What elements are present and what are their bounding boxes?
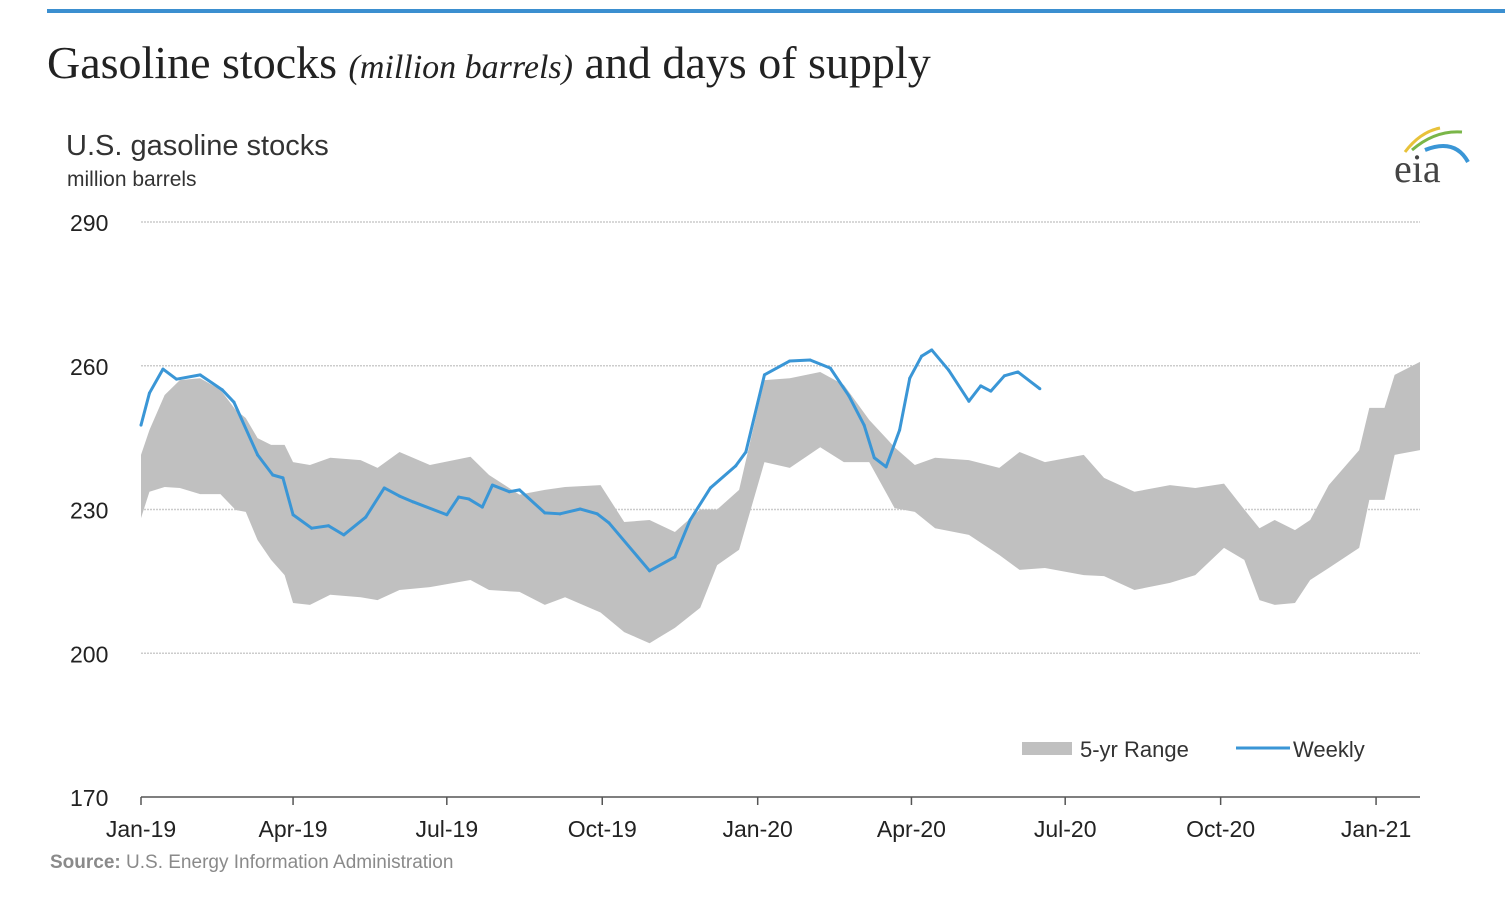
weekly-point — [947, 368, 951, 372]
x-tick-label: Oct-19 — [568, 816, 637, 842]
legend-swatch-range — [1022, 742, 1072, 755]
legend-label-range: 5-yr Range — [1080, 737, 1189, 762]
weekly-point — [310, 526, 314, 530]
weekly-point — [898, 428, 902, 432]
weekly-point — [480, 505, 484, 509]
x-tick-label: Oct-20 — [1186, 816, 1255, 842]
weekly-point — [688, 518, 692, 522]
weekly-point — [920, 354, 924, 358]
chart-title: U.S. gasoline stocks — [66, 130, 329, 162]
legend: 5-yr Range Weekly — [1022, 737, 1365, 762]
weekly-point — [734, 464, 738, 468]
weekly-point — [1016, 370, 1020, 374]
weekly-point — [507, 490, 511, 494]
weekly-point — [1002, 374, 1006, 378]
x-tick-label: Jan-21 — [1341, 816, 1411, 842]
weekly-point — [762, 373, 766, 377]
source-text: U.S. Energy Information Administration — [126, 852, 454, 873]
source-note: Source: U.S. Energy Information Administ… — [50, 852, 453, 874]
weekly-point — [271, 473, 275, 477]
weekly-point — [327, 524, 331, 528]
weekly-point — [161, 367, 165, 371]
title-rest: and days of supply — [584, 37, 931, 88]
weekly-point — [342, 533, 346, 537]
weekly-point — [847, 394, 851, 398]
x-tick-label: Jan-19 — [106, 816, 176, 842]
weekly-point — [382, 486, 386, 490]
weekly-point — [558, 512, 562, 516]
title-main: Gasoline stocks — [47, 37, 338, 88]
eia-logo-text: eia — [1394, 146, 1441, 191]
weekly-point — [139, 423, 143, 427]
weekly-point — [788, 359, 792, 363]
weekly-point — [281, 476, 285, 480]
chart-subtitle: million barrels — [67, 168, 197, 191]
y-tick-label: 290 — [70, 210, 108, 236]
weekly-point — [220, 388, 224, 392]
weekly-point — [517, 488, 521, 492]
x-tick-label: Jul-19 — [415, 816, 478, 842]
source-label: Source: — [50, 852, 121, 873]
eia-logo: eia — [1394, 126, 1470, 191]
weekly-point — [467, 497, 471, 501]
weekly-point — [364, 515, 368, 519]
y-tick-label: 260 — [70, 354, 108, 380]
weekly-point — [232, 400, 236, 404]
weekly-point — [744, 450, 748, 454]
weekly-point — [967, 399, 971, 403]
weekly-point — [595, 512, 599, 516]
weekly-point — [291, 513, 295, 517]
x-tick-label: Apr-20 — [877, 816, 946, 842]
x-tick-label: Apr-19 — [259, 816, 328, 842]
weekly-point — [989, 389, 993, 393]
page-title: Gasoline stocks (million barrels) and da… — [47, 36, 931, 89]
weekly-point — [578, 507, 582, 511]
weekly-point — [872, 456, 876, 460]
y-tick-label: 230 — [70, 498, 108, 524]
y-tick-label: 170 — [70, 785, 108, 811]
weekly-point — [398, 494, 402, 498]
x-tick-label: Jul-20 — [1034, 816, 1097, 842]
weekly-point — [648, 569, 652, 573]
weekly-point — [979, 384, 983, 388]
weekly-point — [1038, 387, 1042, 391]
weekly-point — [457, 495, 461, 499]
weekly-point — [930, 348, 934, 352]
weekly-point — [543, 511, 547, 515]
legend-label-weekly: Weekly — [1293, 737, 1365, 762]
weekly-point — [174, 377, 178, 381]
title-italic: (million barrels) — [348, 49, 573, 86]
weekly-point — [147, 391, 151, 395]
weekly-point — [607, 521, 611, 525]
weekly-point — [908, 376, 912, 380]
weekly-point — [256, 453, 260, 457]
weekly-point — [862, 423, 866, 427]
weekly-point — [411, 500, 415, 504]
weekly-point — [708, 486, 712, 490]
x-tick-label: Jan-20 — [723, 816, 793, 842]
weekly-point — [673, 555, 677, 559]
range-band — [141, 361, 1420, 644]
top-accent-bar — [47, 9, 1505, 13]
weekly-point — [445, 513, 449, 517]
y-tick-label: 200 — [70, 641, 108, 667]
weekly-point — [808, 358, 812, 362]
weekly-point — [490, 483, 494, 487]
weekly-point — [884, 465, 888, 469]
weekly-point — [828, 366, 832, 370]
weekly-point — [198, 373, 202, 377]
